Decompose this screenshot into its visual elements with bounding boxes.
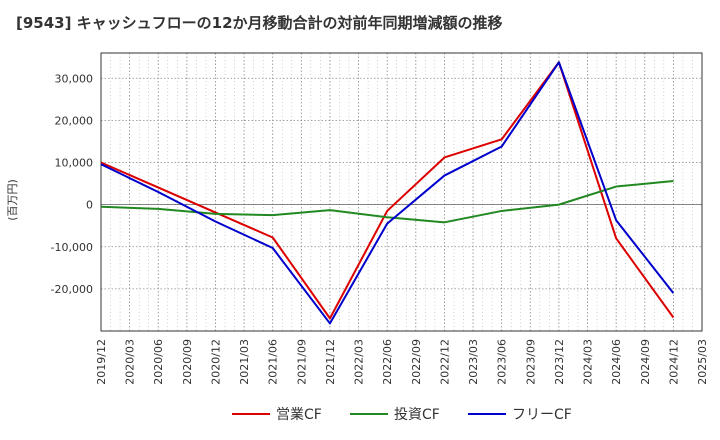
chart-title: [9543] キャッシュフローの12か月移動合計の対前年同期増減額の推移 [16,14,503,32]
x-tick-label: 2023/12 [553,339,566,385]
y-tick-label: 20,000 [55,114,94,127]
x-tick-label: 2022/06 [381,339,394,385]
x-tick-label: 2022/03 [353,339,366,385]
x-tick-label: 2023/03 [467,339,480,385]
x-tick-label: 2020/09 [181,339,194,385]
x-tick-label: 2025/03 [696,339,709,385]
y-tick-label: -20,000 [51,283,93,296]
y-tick-label: 30,000 [55,72,94,85]
x-tick-label: 2021/03 [238,339,251,385]
legend-label: 投資CF [394,407,440,423]
legend-label: 営業CF [276,407,322,423]
plot-area [101,53,702,331]
x-axis-ticks: 2019/12 2020/03 2020/06 2020/09 2020/12 2021/… [95,339,709,385]
y-axis-label: (百万円) [6,179,19,221]
y-axis-ticks: 30,000 20,000 10,000 0 -10,000 -20,000 [51,72,93,296]
y-tick-label: -10,000 [51,241,93,254]
x-tick-label: 2023/09 [524,339,537,385]
x-tick-label: 2022/12 [438,339,451,385]
x-tick-label: 2019/12 [95,339,108,385]
legend: 営業CF 投資CF フリーCF [232,407,572,423]
x-tick-label: 2024/09 [639,339,652,385]
x-tick-label: 2024/06 [610,339,623,385]
x-tick-label: 2021/06 [267,339,280,385]
plot-frame [100,52,703,332]
x-tick-label: 2022/09 [410,339,423,385]
x-tick-label: 2021/12 [324,339,337,385]
series-lines [100,61,675,325]
x-tick-label: 2023/06 [496,339,509,385]
x-tick-label: 2020/06 [152,339,165,385]
x-tick-label: 2021/09 [295,339,308,385]
y-tick-label: 0 [86,199,93,212]
x-tick-label: 2024/03 [582,339,595,385]
y-tick-label: 10,000 [55,157,94,170]
series-line [100,61,675,325]
x-tick-label: 2024/12 [667,339,680,385]
series-line [100,61,675,320]
legend-label: フリーCF [512,407,572,423]
x-tick-label: 2020/12 [209,339,222,385]
x-tick-label: 2020/03 [124,339,137,385]
